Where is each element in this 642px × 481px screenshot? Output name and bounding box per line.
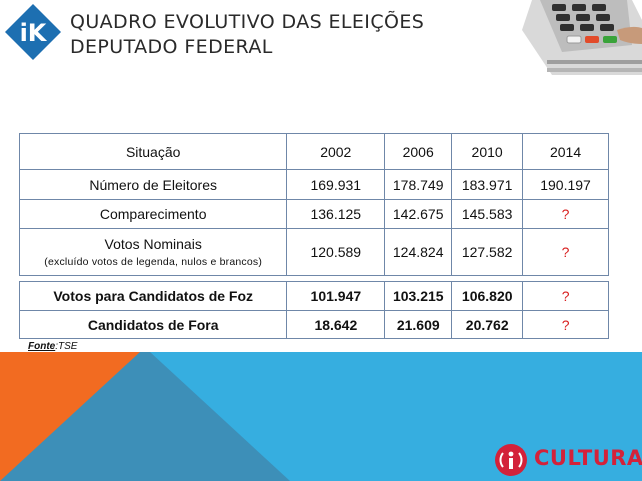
- header-cell: 2010: [451, 133, 524, 170]
- radio-i-icon: [495, 444, 527, 476]
- table-row: Número de Eleitores 169.931 178.749 183.…: [18, 169, 609, 200]
- cell: 103.215: [384, 281, 453, 311]
- source-label: Fonte: [28, 341, 56, 352]
- cell-unknown: ?: [522, 281, 609, 311]
- table-row: Votos para Candidatos de Foz 101.947 103…: [18, 281, 609, 311]
- page-title: QUADRO EVOLUTIVO DAS ELEIÇÕES DEPUTADO F…: [70, 10, 430, 60]
- cell-unknown: ?: [522, 310, 609, 339]
- header-cell: Situação: [18, 133, 288, 170]
- row-label: Candidatos de Fora: [18, 310, 288, 339]
- table-row: Comparecimento 136.125 142.675 145.583 ?: [18, 199, 609, 229]
- table-row: Votos Nominais (excluído votos de legend…: [18, 228, 609, 276]
- background-band: [0, 352, 642, 481]
- ik-logo-icon: iK: [5, 4, 61, 60]
- cell-unknown: ?: [522, 228, 609, 276]
- row-label: Votos para Candidatos de Foz: [18, 281, 288, 311]
- voting-machine-keypad-icon: [522, 0, 642, 80]
- source-note: Fonte:TSE: [28, 341, 77, 352]
- row-label-sub: (excluído votos de legenda, nulos e bran…: [44, 256, 263, 268]
- cell: 142.675: [384, 199, 453, 229]
- source-value: :TSE: [55, 341, 78, 352]
- cell: 101.947: [286, 281, 386, 311]
- header-cell: 2014: [522, 133, 609, 170]
- candidates-table: Votos para Candidatos de Foz 101.947 103…: [18, 281, 609, 339]
- ik-logo: iK: [4, 3, 62, 61]
- title-line-1: QUADRO EVOLUTIVO DAS ELEIÇÕES: [70, 11, 425, 33]
- header-cell: 2002: [286, 133, 386, 170]
- cell: 18.642: [286, 310, 386, 339]
- cell: 127.582: [451, 228, 524, 276]
- row-label: Votos Nominais (excluído votos de legend…: [18, 228, 288, 276]
- cultura-logo: CULTURA: [492, 443, 642, 477]
- svg-text:iK: iK: [20, 19, 48, 47]
- cell-unknown: ?: [522, 199, 609, 229]
- table-header-row: Situação 2002 2006 2010 2014: [18, 133, 609, 170]
- title-line-2: DEPUTADO FEDERAL: [70, 36, 273, 58]
- cell: 124.824: [384, 228, 453, 276]
- header-cell: 2006: [384, 133, 453, 170]
- cell: 190.197: [522, 169, 609, 200]
- cell: 120.589: [286, 228, 386, 276]
- cell: 183.971: [451, 169, 524, 200]
- cell: 106.820: [451, 281, 524, 311]
- table-row: Candidatos de Fora 18.642 21.609 20.762 …: [18, 310, 609, 339]
- cell: 136.125: [286, 199, 386, 229]
- cell: 169.931: [286, 169, 386, 200]
- brand-name: CULTURA: [534, 446, 642, 470]
- cell: 178.749: [384, 169, 453, 200]
- election-table: Situação 2002 2006 2010 2014 Número de E…: [18, 133, 609, 276]
- cell: 20.762: [451, 310, 524, 339]
- cell: 21.609: [384, 310, 453, 339]
- row-label: Número de Eleitores: [18, 169, 288, 200]
- row-label: Comparecimento: [18, 199, 288, 229]
- row-label-main: Votos Nominais: [104, 236, 202, 252]
- cell: 145.583: [451, 199, 524, 229]
